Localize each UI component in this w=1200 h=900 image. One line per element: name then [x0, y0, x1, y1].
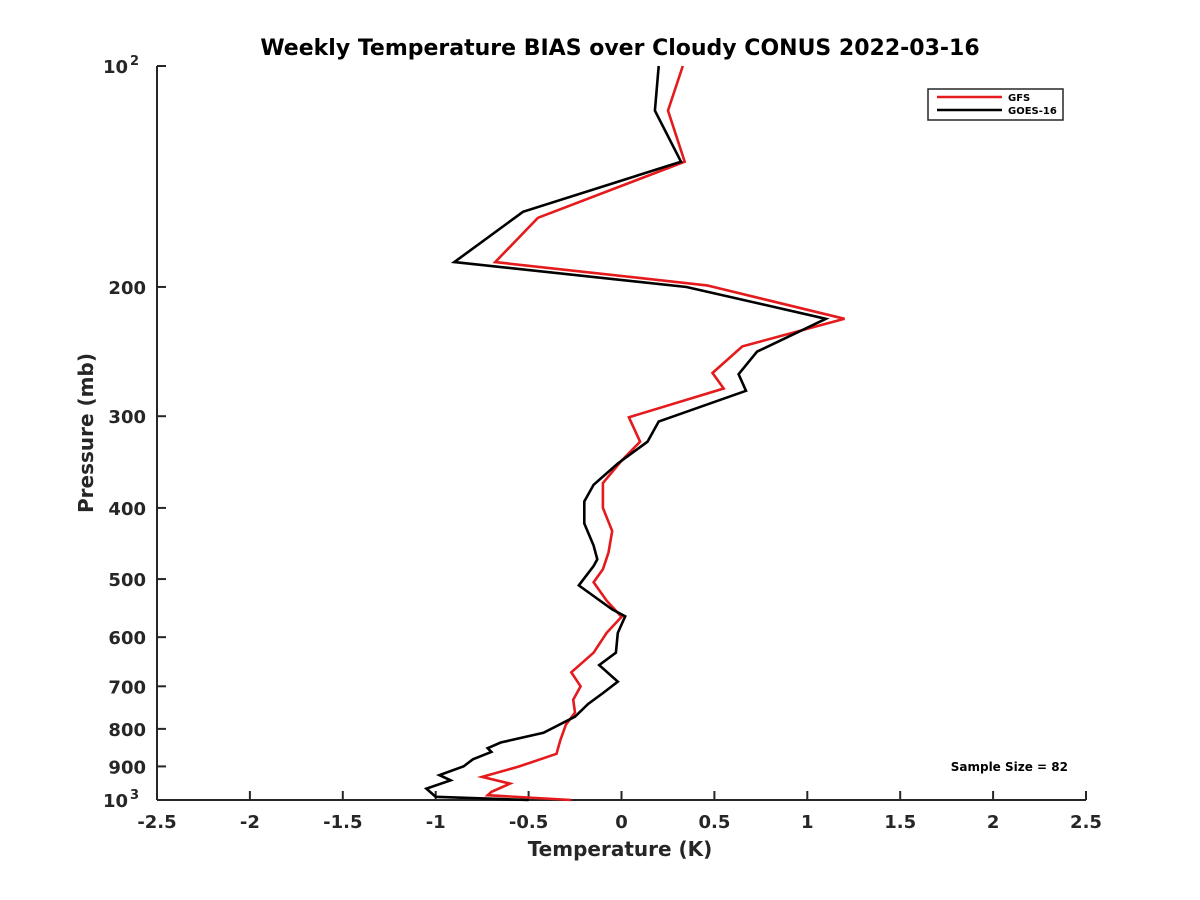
legend-label-gfs: GFS: [1008, 93, 1030, 104]
y-tick-exponent: 3: [130, 788, 139, 803]
x-tick-label: 0: [615, 812, 628, 833]
legend-box: [927, 88, 1064, 121]
y-tick-label: 300: [108, 407, 146, 428]
x-tick-label: -1: [426, 812, 446, 833]
x-tick-label: -2.5: [137, 812, 176, 833]
x-tick-label: 0.5: [698, 812, 730, 833]
y-tick-exponent: 2: [130, 54, 139, 69]
chart-title: Weekly Temperature BIAS over Cloudy CONU…: [260, 36, 979, 61]
x-tick-label: 2: [987, 812, 1000, 833]
legend-label-goes16: GOES-16: [1008, 106, 1057, 117]
y-tick-label: 800: [108, 720, 146, 741]
y-tick-label: 600: [108, 628, 146, 649]
x-tick-label: -0.5: [509, 812, 548, 833]
y-tick-label: 500: [108, 570, 146, 591]
y-tick-label: 700: [108, 677, 146, 698]
x-tick-label: 1.5: [884, 812, 916, 833]
x-tick-label: -2: [240, 812, 260, 833]
legend: GFS GOES-16: [927, 88, 1064, 121]
x-tick-label: -1.5: [323, 812, 362, 833]
y-axis-title: Pressure (mb): [74, 353, 98, 513]
x-tick-label: 2.5: [1070, 812, 1102, 833]
series-lines: [423, 65, 845, 802]
series-line-goes16: [423, 65, 830, 802]
axes: [156, 66, 1086, 801]
x-axis-title: Temperature (K): [528, 837, 713, 861]
x-tick-label: 1: [801, 812, 814, 833]
y-tick-label: 200: [108, 278, 146, 299]
y-tick-label: 900: [108, 757, 146, 778]
series-line-gfs: [476, 65, 845, 802]
y-tick-label: 10: [103, 57, 128, 78]
y-tick-label: 400: [108, 499, 146, 520]
y-tick-label: 10: [103, 791, 128, 812]
x-ticks: -2.5 -2 -1.5 -1 -0.5 0 0.5 1 1.5 2 2.5: [137, 791, 1102, 833]
sample-size-annotation: Sample Size = 82: [951, 760, 1068, 774]
